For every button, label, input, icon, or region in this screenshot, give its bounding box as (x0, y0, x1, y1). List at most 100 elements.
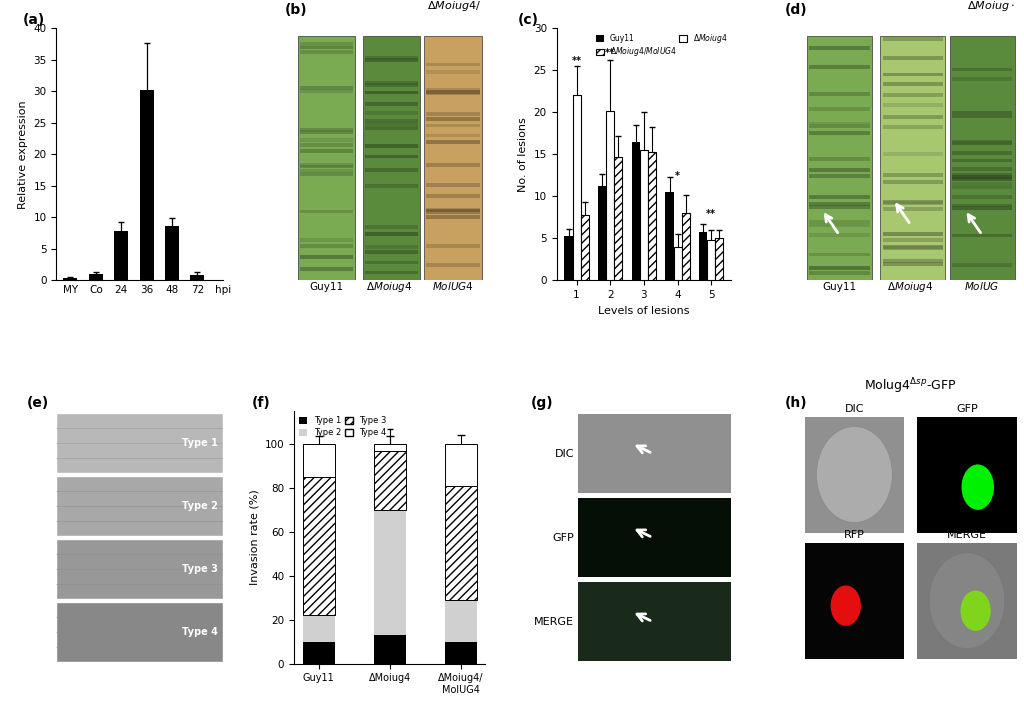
Text: **: ** (605, 48, 615, 58)
Text: $\it{\Delta Moiug4}$: $\it{\Delta Moiug4}$ (888, 280, 934, 294)
Ellipse shape (830, 585, 861, 626)
Bar (300, 50, 353, 54)
Bar (809, 168, 869, 172)
Text: Type 1: Type 1 (182, 438, 218, 448)
Bar (426, 117, 479, 121)
Text: Type 4: Type 4 (182, 627, 218, 637)
Bar (951, 186, 1013, 189)
Bar (951, 68, 1013, 71)
Text: (g): (g) (530, 396, 553, 410)
Bar (303, 477, 335, 616)
Text: $\it{MolUG}$: $\it{MolUG}$ (965, 280, 999, 292)
Bar (951, 78, 1013, 81)
Bar (640, 150, 648, 280)
Bar (809, 195, 869, 198)
Bar (362, 36, 420, 280)
Bar (426, 194, 479, 198)
Bar (56, 413, 223, 473)
Bar (365, 102, 419, 106)
Bar (682, 213, 690, 280)
Bar (951, 177, 1013, 181)
Bar (809, 124, 869, 128)
Bar (426, 215, 479, 220)
Bar (918, 417, 1017, 532)
Bar (426, 133, 479, 138)
Bar (365, 119, 419, 123)
Bar (300, 130, 353, 134)
Bar (883, 200, 943, 203)
Bar (951, 114, 1013, 119)
Bar (424, 36, 481, 280)
Bar (809, 220, 869, 223)
Bar (365, 251, 419, 254)
Bar (883, 246, 943, 250)
Bar (632, 142, 640, 280)
Bar (444, 444, 476, 486)
Bar (374, 451, 406, 510)
Bar (300, 244, 353, 248)
Bar (809, 174, 869, 178)
Bar (606, 111, 614, 280)
Text: RFP: RFP (844, 530, 865, 540)
Bar (426, 208, 479, 213)
Bar (300, 138, 353, 142)
Bar (298, 36, 355, 280)
Text: **: ** (707, 209, 716, 219)
Bar (56, 602, 223, 662)
Bar (56, 476, 223, 537)
Bar (951, 173, 1013, 176)
Bar (883, 126, 943, 129)
Bar (951, 141, 1013, 145)
Bar (300, 238, 353, 241)
Text: (e): (e) (27, 396, 48, 410)
Bar (300, 86, 353, 90)
Text: MERGE: MERGE (947, 530, 987, 540)
Bar (883, 116, 943, 119)
Y-axis label: Invasion rate (%): Invasion rate (%) (249, 490, 259, 585)
Bar (444, 600, 476, 642)
Bar (426, 90, 479, 95)
Text: $\it{\Delta Moiug4/}$: $\it{\Delta Moiug4/}$ (427, 0, 481, 13)
Bar (951, 195, 1013, 199)
Text: GFP: GFP (552, 532, 574, 543)
Bar (809, 266, 869, 270)
Bar (365, 83, 419, 87)
Text: (a): (a) (23, 13, 45, 27)
Bar (374, 510, 406, 635)
Text: MERGE: MERGE (534, 616, 574, 627)
Bar (365, 184, 419, 188)
Bar (951, 263, 1013, 268)
Bar (708, 240, 716, 280)
Bar (699, 232, 708, 280)
Bar (426, 183, 479, 186)
Bar (426, 210, 479, 213)
Bar (365, 168, 419, 172)
Y-axis label: No. of lesions: No. of lesions (518, 117, 528, 192)
Bar (365, 270, 419, 275)
Bar (883, 180, 943, 184)
Bar (300, 128, 353, 132)
Bar (951, 140, 1013, 144)
Bar (300, 42, 353, 46)
Text: (h): (h) (785, 396, 808, 410)
Bar (883, 239, 943, 242)
Bar (883, 56, 943, 60)
Text: $\it{MolUG4}$: $\it{MolUG4}$ (432, 280, 474, 292)
Bar (883, 207, 943, 211)
Y-axis label: Relative expression: Relative expression (17, 100, 28, 209)
Bar (809, 271, 869, 275)
Text: (f): (f) (252, 396, 270, 410)
Bar (883, 93, 943, 97)
Bar (190, 275, 205, 280)
Bar (300, 210, 353, 213)
Bar (444, 642, 476, 664)
Text: Type 3: Type 3 (182, 564, 218, 574)
Bar (365, 81, 419, 85)
Bar (648, 152, 656, 280)
Bar (805, 543, 904, 659)
Bar (365, 56, 419, 60)
Bar (809, 65, 869, 69)
Bar (716, 239, 723, 280)
Bar (809, 157, 869, 161)
Text: Molug4$^{\Delta sp}$-GFP: Molug4$^{\Delta sp}$-GFP (864, 377, 957, 396)
